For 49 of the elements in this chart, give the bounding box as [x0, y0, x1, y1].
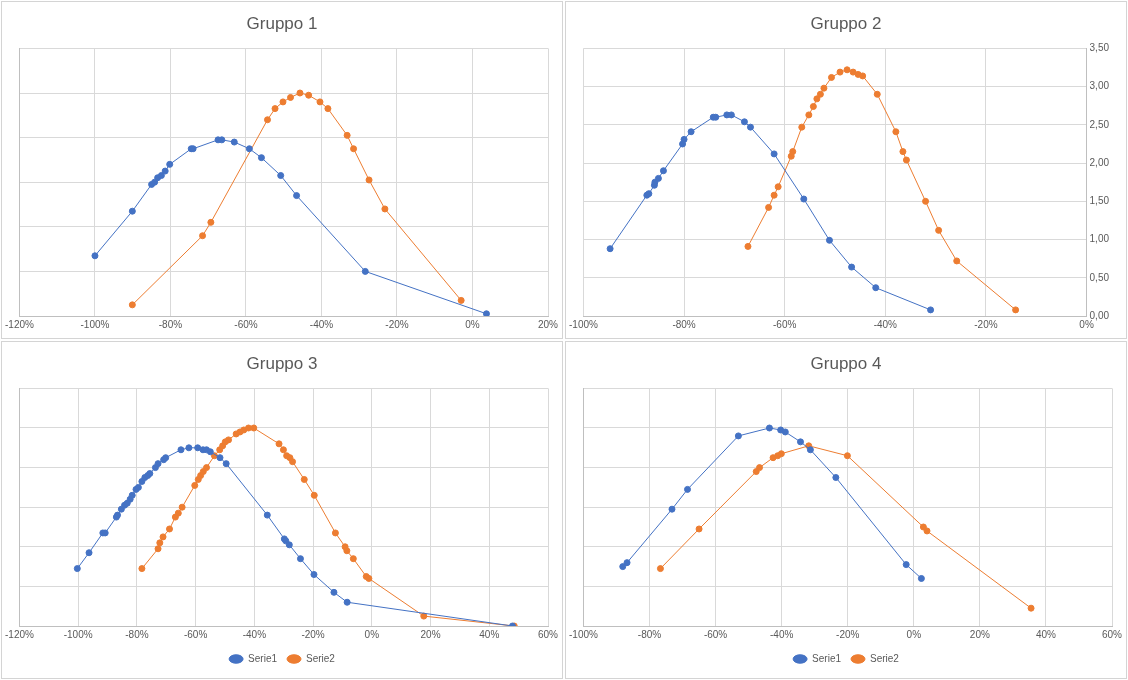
x-tick-label: -80%	[637, 628, 662, 640]
x-tick-label: -120%	[5, 318, 35, 330]
chart-title: Gruppo 4	[810, 353, 882, 373]
x-tick-label: -60%	[234, 318, 258, 330]
x-tick-label: -40%	[769, 628, 794, 640]
x-tick-label: -20%	[836, 628, 860, 640]
x-tick-label: -20%	[974, 318, 998, 330]
y2-tick-label: 0,50	[1089, 271, 1110, 283]
y2-tick-label: 2,00	[1089, 156, 1110, 168]
x-tick-label: -100%	[63, 628, 93, 640]
x-tick-label: 20%	[420, 628, 441, 640]
x-tick-label: -40%	[309, 318, 334, 330]
x-tick-label: -80%	[672, 318, 696, 330]
x-tick-label: -40%	[873, 318, 898, 330]
x-tick-label: 60%	[537, 628, 559, 640]
x-tick-label: -20%	[385, 318, 409, 330]
y2-tick-label: 1,50	[1089, 195, 1110, 207]
x-tick-label: -60%	[703, 628, 728, 640]
legend-label: Serie2	[870, 652, 900, 664]
legend-label: Serie2	[306, 652, 336, 664]
x-tick-label: 0%	[364, 628, 380, 640]
x-tick-label: -20%	[301, 628, 325, 640]
y2-tick-label: 3,00	[1089, 80, 1110, 92]
x-tick-label: -60%	[183, 628, 208, 640]
x-tick-label: -100%	[569, 628, 599, 640]
legend-label: Serie1	[812, 652, 842, 664]
y2-tick-label: 1,00	[1089, 233, 1110, 245]
x-tick-label: -80%	[158, 318, 183, 330]
x-tick-label: -40%	[242, 628, 267, 640]
legend-label: Serie1	[248, 652, 278, 664]
x-tick-label: 20%	[969, 628, 990, 640]
x-tick-label: 0%	[906, 628, 922, 640]
chart-title: Gruppo 3	[246, 353, 318, 373]
x-tick-label: 20%	[537, 318, 559, 330]
x-tick-label: 60%	[1101, 628, 1123, 640]
x-tick-label: -100%	[569, 318, 599, 330]
x-tick-label: 40%	[1035, 628, 1057, 640]
x-tick-label: -60%	[773, 318, 797, 330]
y2-tick-label: 0,00	[1089, 309, 1110, 321]
x-tick-label: 0%	[465, 318, 480, 330]
x-tick-label: -120%	[5, 628, 35, 640]
chart-title: Gruppo 1	[246, 13, 318, 33]
x-tick-label: 40%	[479, 628, 500, 640]
y2-tick-label: 3,50	[1089, 42, 1110, 54]
x-tick-label: -100%	[80, 318, 110, 330]
x-tick-label: 0%	[1079, 318, 1094, 330]
y2-tick-label: 2,50	[1089, 118, 1110, 130]
x-tick-label: -80%	[125, 628, 149, 640]
chart-title: Gruppo 2	[810, 13, 882, 33]
